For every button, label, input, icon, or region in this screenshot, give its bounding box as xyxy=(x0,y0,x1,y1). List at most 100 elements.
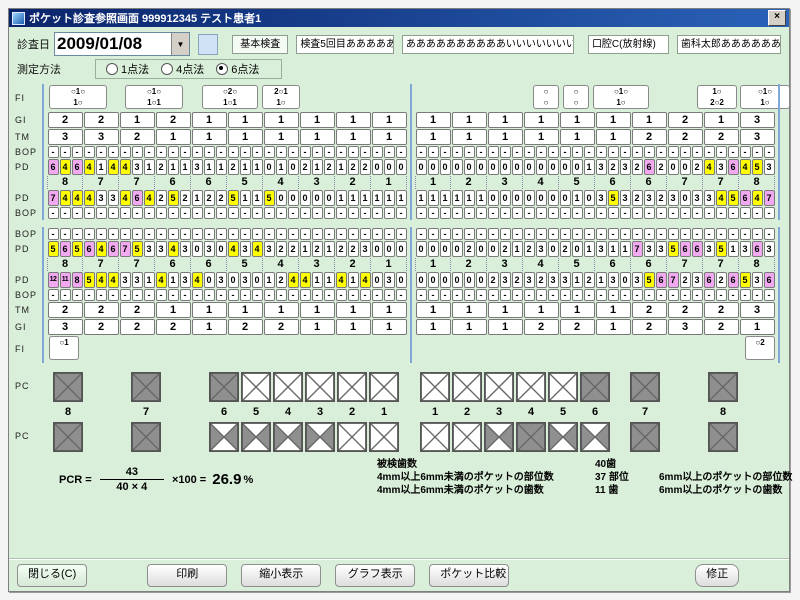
bop-cell: - xyxy=(631,228,643,240)
pd-cell: 2 xyxy=(203,190,215,206)
pd-cell: 4 xyxy=(119,159,131,175)
pd-cell: 4 xyxy=(59,159,71,175)
bop-cell: - xyxy=(427,228,439,240)
tooth-number: 8 xyxy=(719,406,727,418)
pd-cell: 0 xyxy=(427,272,439,288)
print-button[interactable]: 印刷 xyxy=(147,563,228,587)
oral-c-field[interactable]: 口腔C(放射線) xyxy=(587,34,669,54)
bop-cell: - xyxy=(239,146,251,158)
pd-cell: 2 xyxy=(323,159,335,175)
pcr-value: 26.9 xyxy=(212,471,242,488)
divider-right xyxy=(775,158,783,176)
pd-cell: 3 xyxy=(547,272,559,288)
bop-cell: - xyxy=(535,289,547,301)
divider-right xyxy=(775,301,783,319)
button-bar: 閉じる(C) 印刷 縮小表示 グラフ表示 ポケット比較 修正 流用 新規 xyxy=(9,558,789,591)
method-radio-1点法[interactable]: 1点法 xyxy=(106,61,149,77)
method-radio-6点法[interactable]: 6点法 xyxy=(216,61,259,77)
pd-cell: 0 xyxy=(511,190,523,206)
pcr-unit: % xyxy=(243,473,254,486)
pocket-compare-button[interactable]: ポケット比較 xyxy=(429,563,510,587)
bop-cell: - xyxy=(523,228,535,240)
method-radio-4点法[interactable]: 4点法 xyxy=(161,61,204,77)
bop-cell: - xyxy=(119,146,131,158)
bop-cell: - xyxy=(179,228,191,240)
bop-cell: - xyxy=(511,289,523,301)
pd-cell: 3 xyxy=(179,241,191,257)
app-window: ポケット診査参照画面 999912345 テスト患者1 × 診査日 2009/0… xyxy=(8,8,792,592)
bop-cell: - xyxy=(83,228,95,240)
bop-cell: - xyxy=(395,289,407,301)
bop-row-upper-palatal: BOP - - - - - - - - - - - - - - - - - - - - - - - - - - - - - - - - - - - - -… xyxy=(15,206,783,220)
pd-cell: 5 xyxy=(727,190,739,206)
bop-cell: - xyxy=(215,146,227,158)
index-cell: 1 xyxy=(739,319,775,335)
bop-cell: - xyxy=(415,289,427,301)
bop-cell: - xyxy=(631,146,643,158)
bop-cell: - xyxy=(203,146,215,158)
graph-view-button[interactable]: グラフ表示 xyxy=(335,563,416,587)
bop-cell: - xyxy=(179,146,191,158)
bop-cell: - xyxy=(463,146,475,158)
pd-cell: 0 xyxy=(511,159,523,175)
close-button[interactable]: 閉じる(C) xyxy=(17,563,88,587)
pd-cell: 1 xyxy=(347,190,359,206)
pd-cell: 2 xyxy=(227,159,239,175)
index-cell: 1 xyxy=(595,319,631,335)
pd-cell: 3 xyxy=(763,159,775,175)
bop-row-upper-buccal-left: ------------------------------ xyxy=(47,146,407,158)
bop-cell: - xyxy=(347,289,359,301)
index-cell: 1 xyxy=(559,302,595,318)
index-cell: 2 xyxy=(703,319,739,335)
pc-box xyxy=(451,372,483,402)
dentist-field[interactable]: 歯科太郎ああああああ xyxy=(676,34,782,54)
bop-cell: - xyxy=(583,228,595,240)
pd-cell: 3 xyxy=(179,272,191,288)
pd-cell: 0 xyxy=(559,190,571,206)
bop-cell: - xyxy=(71,228,83,240)
fi-top: ○ xyxy=(543,87,549,96)
tooth-number: 3 xyxy=(495,406,503,418)
modify-button[interactable]: 修正 xyxy=(695,563,740,587)
bop-cell: - xyxy=(215,289,227,301)
bop-cell: - xyxy=(395,207,407,219)
chevron-down-icon[interactable]: ▼ xyxy=(171,33,189,55)
pd-cell: 5 xyxy=(47,241,59,257)
index-cell: 1 xyxy=(299,129,335,145)
pc-box xyxy=(52,372,84,402)
pd-cell: 3 xyxy=(763,241,775,257)
bop-cell: - xyxy=(751,289,763,301)
bop-cell: - xyxy=(239,207,251,219)
pd-cell: 4 xyxy=(251,241,263,257)
tooth-number: 6 xyxy=(220,406,228,418)
pd-cell: 3 xyxy=(523,272,535,288)
bop-cell: - xyxy=(511,207,523,219)
close-icon[interactable]: × xyxy=(768,10,786,26)
bop-cell: - xyxy=(131,207,143,219)
shrink-view-button[interactable]: 縮小表示 xyxy=(241,563,322,587)
divider-center xyxy=(407,158,415,176)
date-aux-button[interactable] xyxy=(198,33,219,55)
exam-date-combo[interactable]: 2009/01/08 ▼ xyxy=(54,32,190,56)
pd-cell: 2 xyxy=(655,190,667,206)
bop-cell: - xyxy=(763,289,775,301)
pd-cell: 1 xyxy=(263,272,275,288)
pd-cell: 4 xyxy=(287,272,299,288)
bop-cell: - xyxy=(287,207,299,219)
pd-cell: 1 xyxy=(395,190,407,206)
pd-cell: 2 xyxy=(347,159,359,175)
bop-cell: - xyxy=(619,289,631,301)
bop-cell: - xyxy=(227,146,239,158)
index-cell: 1 xyxy=(263,112,299,128)
pd-cell: 3 xyxy=(559,272,571,288)
bop-cell: - xyxy=(607,289,619,301)
bop-cell: - xyxy=(667,207,679,219)
pd-cell: 5 xyxy=(751,159,763,175)
exam-note-field[interactable]: 検査5回目あああああ xyxy=(296,34,394,54)
tooth-number: 7 xyxy=(83,176,119,189)
comment-field[interactable]: ああああああああああいいいいいいいいいい xyxy=(401,34,574,54)
bop-cell: - xyxy=(751,207,763,219)
bop-cell: - xyxy=(47,289,59,301)
bop-cell: - xyxy=(47,146,59,158)
bop-cell: - xyxy=(439,289,451,301)
